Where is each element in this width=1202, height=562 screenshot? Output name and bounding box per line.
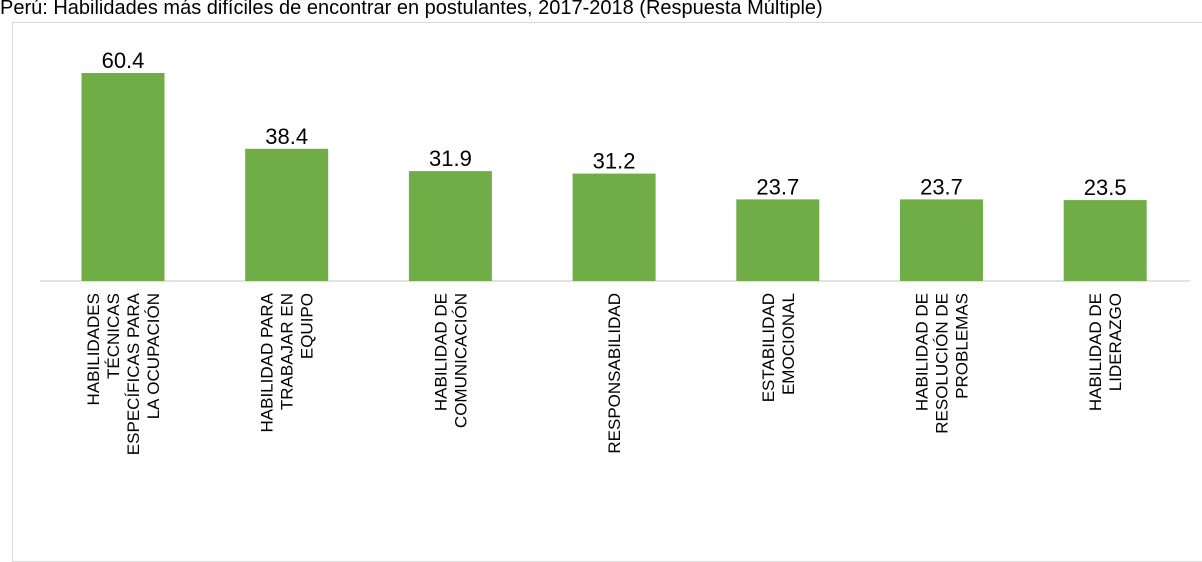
bar-chart: 60.4 38.4 31.9 31.2 23.7 23.7 23.5 HABILIDADES… [40, 48, 1190, 455]
category-label: HABILIDAD PARA TRABAJAR EN EQUIPO [258, 292, 317, 432]
category-label-line: LA OCUPACIÓN [144, 293, 163, 419]
category-label-line: RESPONSABILIDAD [605, 293, 624, 454]
category-label: HABILIDADES TÉCNICAS ESPECÍFICAS PARA LA OC… [84, 292, 163, 455]
category-label: HABILIDAD DE COMUNICACIÓN [431, 293, 470, 428]
category-label-line: HABILIDAD DE [1086, 293, 1105, 411]
bar [900, 199, 983, 281]
category-label-line: EMOCIONAL [779, 293, 798, 395]
bar [245, 148, 329, 281]
category-label-line: HABILIDAD DE [431, 293, 450, 411]
bar [736, 199, 820, 281]
category-label-line: HABILIDADES [84, 293, 103, 405]
category-label-line: HABILIDAD PARA [258, 292, 277, 432]
category-label-line: EQUIPO [298, 293, 317, 359]
category-label-line: ESPECÍFICAS PARA [124, 292, 143, 455]
category-label-line: TÉCNICAS [104, 293, 123, 379]
category-label-line: TRABAJAR EN [278, 293, 297, 410]
category-label-line: PROBLEMAS [953, 293, 972, 399]
data-label: 23.7 [920, 174, 963, 199]
bar [81, 73, 165, 281]
category-label: HABILIDAD DE LIDERAZGO [1086, 293, 1125, 411]
data-label: 31.2 [593, 149, 636, 174]
bar [572, 173, 656, 281]
bar [1063, 200, 1147, 281]
category-label-line: RESOLUCIÓN DE [933, 293, 952, 434]
category-label-line: HABILIDAD DE [913, 293, 932, 411]
category-label: RESPONSABILIDAD [605, 293, 624, 454]
category-label-line: ESTABILIDAD [759, 293, 778, 402]
data-label: 31.9 [429, 146, 472, 171]
data-label: 38.4 [265, 124, 308, 149]
data-label: 23.5 [1084, 175, 1127, 200]
chart-title: Perú: Habilidades más difíciles de encon… [0, 0, 823, 19]
data-label: 23.7 [756, 174, 799, 199]
category-label: ESTABILIDAD EMOCIONAL [759, 293, 798, 402]
category-label-line: COMUNICACIÓN [451, 293, 470, 428]
data-label: 60.4 [102, 48, 145, 73]
bar [408, 171, 492, 281]
category-label: HABILIDAD DE RESOLUCIÓN DE PROBLEMAS [913, 293, 972, 434]
category-label-line: LIDERAZGO [1106, 293, 1125, 391]
